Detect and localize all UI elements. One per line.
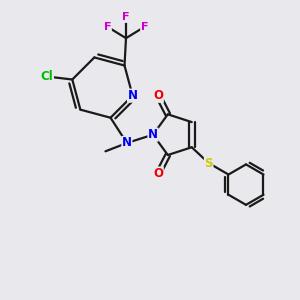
Text: N: N <box>122 136 132 149</box>
Text: Cl: Cl <box>41 70 53 83</box>
Text: O: O <box>153 167 163 180</box>
Text: F: F <box>141 22 148 32</box>
Text: S: S <box>204 157 213 169</box>
Text: N: N <box>148 128 158 141</box>
Text: F: F <box>104 22 111 32</box>
Text: F: F <box>122 12 130 22</box>
Text: N: N <box>128 89 138 102</box>
Text: O: O <box>153 89 163 102</box>
